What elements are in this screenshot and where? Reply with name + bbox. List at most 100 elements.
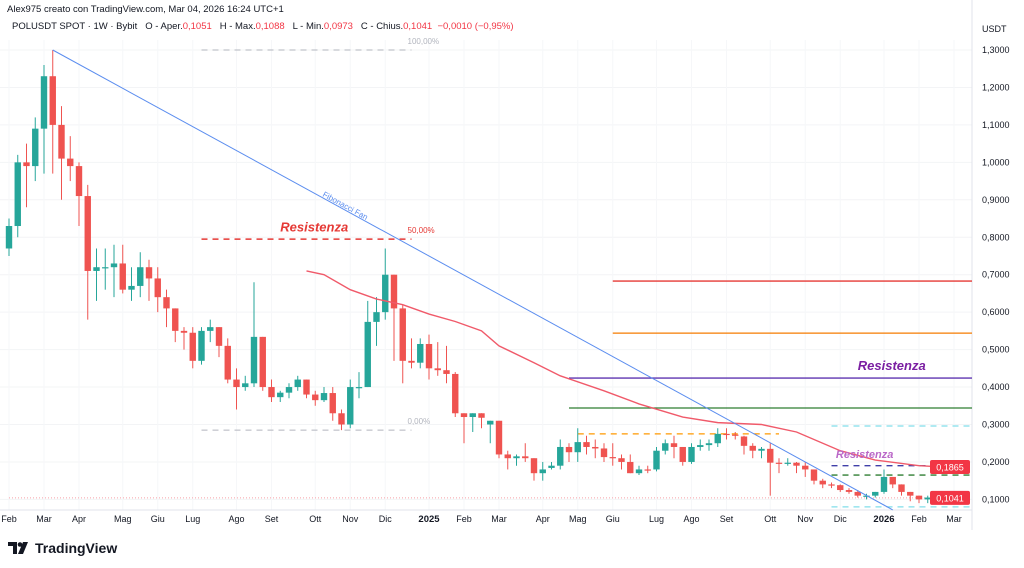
candle-body [819, 480, 826, 485]
candle-body [504, 454, 511, 459]
close-value: 0,1041 [403, 21, 433, 32]
x-tick-label: Set [265, 514, 279, 524]
candle-body [417, 343, 424, 363]
candle-body [732, 434, 739, 436]
candle-body [688, 446, 695, 462]
candle-body [478, 413, 485, 418]
candle-body [14, 162, 21, 227]
candle-body [75, 166, 83, 197]
fib-level-label: 0,00% [408, 417, 431, 426]
x-tick-label: Ago [228, 514, 244, 524]
fib-level-label: 50,00% [408, 226, 435, 235]
candle-body [758, 448, 765, 451]
candle-body [889, 476, 896, 485]
candle-body [452, 373, 459, 414]
candle-body [845, 490, 853, 492]
candle-body [670, 443, 678, 447]
candle-body [259, 336, 266, 388]
moving-average-line [306, 270, 955, 469]
candle-body [110, 263, 118, 268]
open-value: 0,1051 [182, 21, 212, 32]
low-value: 0,0973 [323, 21, 353, 32]
candle-body [679, 446, 686, 462]
candle-body [5, 226, 13, 249]
candle-body [872, 491, 879, 496]
candle-body [32, 128, 39, 167]
candle-body [163, 297, 170, 309]
candle-body [793, 462, 800, 466]
y-tick-label: 1,0000 [982, 157, 1010, 167]
candle-body [408, 360, 415, 363]
candle-body [609, 457, 616, 459]
candle-body [495, 420, 503, 455]
tradingview-logo-icon [8, 542, 28, 554]
symbol-name[interactable]: POLUSDT SPOT · 1W · Bybit [12, 21, 138, 32]
candle-body [723, 433, 730, 436]
candle-body [355, 387, 363, 389]
candle-body [487, 420, 494, 425]
candle-body [137, 267, 144, 286]
candle-body [767, 448, 774, 463]
candle-body [635, 469, 643, 474]
x-tick-label: Lug [185, 514, 200, 524]
candle-body [224, 345, 231, 380]
candle-body [320, 393, 328, 401]
price-badge [930, 460, 970, 475]
candle-body [810, 469, 818, 481]
x-tick-label: Ott [764, 514, 777, 524]
candle-body [627, 461, 634, 474]
candle-body [653, 450, 660, 470]
candle-body [198, 330, 205, 361]
tradingview-logo[interactable]: TradingView [8, 540, 117, 556]
candle-body [592, 446, 599, 449]
candle-body [233, 379, 240, 388]
candle-body [907, 491, 914, 496]
candle-body [58, 124, 65, 159]
x-tick-label: Ott [309, 514, 322, 524]
candle-body [425, 343, 433, 369]
candle-body [662, 443, 669, 451]
candle-body [67, 158, 74, 167]
y-tick-label: 0,9000 [982, 195, 1010, 205]
candle-body [557, 446, 564, 466]
x-tick-label: Feb [1, 514, 17, 524]
candle-body [119, 263, 126, 290]
candle-body [277, 392, 284, 398]
x-tick-label: Set [720, 514, 734, 524]
candle-body [863, 495, 870, 497]
candle-body [154, 278, 161, 298]
x-tick-label: Nov [342, 514, 359, 524]
candle-body [618, 458, 625, 462]
candle-body [268, 387, 275, 398]
candle-body [854, 491, 861, 496]
candle-body [23, 162, 30, 167]
currency-label: USDT [982, 24, 1007, 34]
fibonacci-fan-label: Fibonacci Fan [321, 190, 369, 222]
candle-body [880, 476, 888, 492]
candle-body [93, 267, 100, 271]
resistance-annotation: Resistenza [858, 358, 926, 373]
candle-body [390, 274, 398, 309]
x-tick-label: Mar [946, 514, 962, 524]
candle-body [574, 442, 581, 453]
candle-body [399, 308, 406, 361]
candle-body [828, 484, 835, 486]
y-tick-label: 1,2000 [982, 82, 1010, 92]
chart-credit: Alex975 creato con TradingView.com, Mar … [7, 4, 284, 15]
candle-body [443, 370, 450, 374]
price-badge-label: 0,1865 [936, 463, 964, 473]
x-tick-label: Apr [536, 514, 550, 524]
candle-body [189, 332, 196, 361]
price-badge [930, 490, 970, 505]
candle-body [837, 485, 844, 491]
change-value: −0,0010 (−0,95%) [437, 21, 514, 32]
y-tick-label: 0,3000 [982, 420, 1010, 430]
x-tick-label: Ago [683, 514, 699, 524]
y-tick-label: 0,8000 [982, 232, 1010, 242]
low-label: L - Min. [292, 21, 324, 32]
candle-body [705, 443, 713, 446]
resistance-annotation: Resistenza [836, 449, 893, 461]
x-tick-label: 2025 [418, 514, 440, 525]
candle-body [242, 383, 249, 388]
